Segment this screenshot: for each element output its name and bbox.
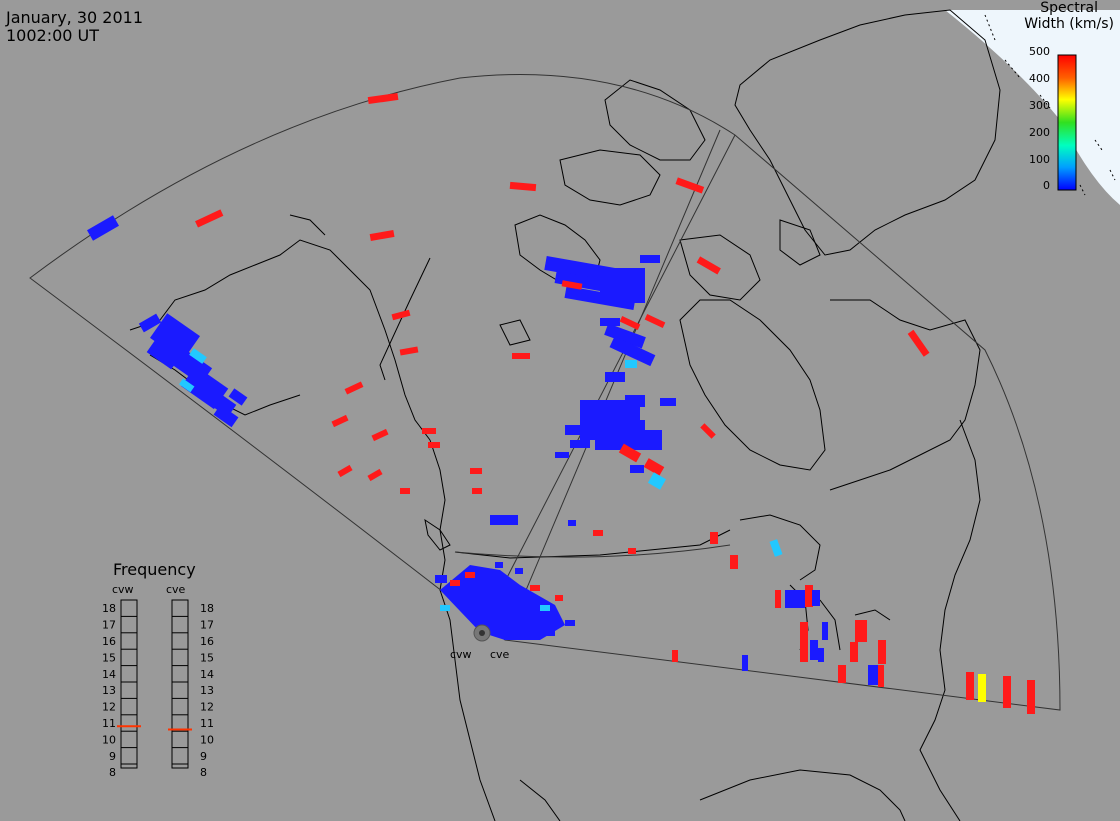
colorbar-tick-200: 200 (1029, 126, 1050, 139)
frequency-level-left: 16 (102, 635, 116, 648)
frequency-level-right: 15 (200, 651, 214, 664)
frequency-level-left: 13 (102, 684, 116, 697)
frequency-level-left: 10 (102, 733, 116, 746)
frequency-level-left: 8 (109, 766, 116, 779)
colorbar-title-line2: Width (km/s) (1024, 16, 1114, 32)
frequency-level-left: 17 (102, 619, 116, 632)
frequency-title: Frequency (113, 560, 196, 579)
frequency-level-right: 11 (200, 717, 214, 730)
frequency-level-left: 15 (102, 651, 116, 664)
colorbar-tick-100: 100 (1029, 153, 1050, 166)
frequency-level-right: 8 (200, 766, 207, 779)
frequency-level-left: 9 (109, 750, 116, 763)
frequency-level-right: 13 (200, 684, 214, 697)
colorbar-title-line1: Spectral (1040, 0, 1098, 16)
frequency-level-right: 17 (200, 619, 214, 632)
frequency-cve-bar (171, 599, 189, 769)
radar-site-cvw-label: cvw (450, 648, 472, 661)
radar-site-marker (473, 624, 491, 642)
frequency-cvw-label: cvw (112, 583, 134, 596)
frequency-cvw-bar (120, 599, 138, 769)
frequency-level-right: 10 (200, 733, 214, 746)
frequency-panel: Frequency cvw cve 18 18 17 17 16 16 15 15 14 14 13… (102, 560, 214, 779)
radar-site-cve-label: cve (490, 648, 510, 661)
date-label: January, 30 2011 (5, 8, 143, 27)
frequency-level-left: 14 (102, 668, 116, 681)
frequency-level-right: 12 (200, 701, 214, 714)
frequency-level-right: 9 (200, 750, 207, 763)
colorbar-tick-300: 300 (1029, 99, 1050, 112)
colorbar-tick-400: 400 (1029, 72, 1050, 85)
radar-field-of-view (29, 74, 1061, 711)
coastlines (129, 9, 1001, 821)
frequency-level-right: 16 (200, 635, 214, 648)
colorbar-tick-0: 0 (1043, 179, 1050, 192)
scatter-echoes (87, 92, 1035, 714)
frequency-level-right: 18 (200, 602, 214, 615)
frequency-level-left: 18 (102, 602, 116, 615)
spectral-width-colorbar: Spectral Width (km/s) 500 400 300 200 10… (1024, 0, 1114, 192)
time-label: 1002:00 UT (6, 26, 99, 45)
colorbar-tick-500: 500 (1029, 45, 1050, 58)
frequency-level-right: 14 (200, 668, 214, 681)
frequency-level-left: 12 (102, 701, 116, 714)
borders (379, 257, 731, 559)
frequency-cve-label: cve (166, 583, 186, 596)
frequency-levels: 18 18 17 17 16 16 15 15 14 14 13 13 12 12 11 11 10 10 9 9 8 8 (102, 602, 214, 779)
frequency-level-left: 11 (102, 717, 116, 730)
